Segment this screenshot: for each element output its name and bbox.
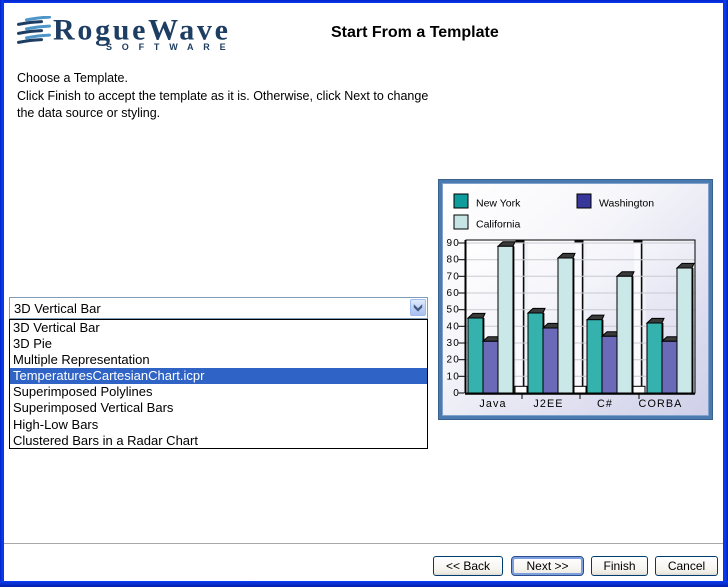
svg-text:30: 30 <box>446 338 460 349</box>
svg-text:0: 0 <box>453 388 460 399</box>
svg-text:Java: Java <box>479 398 506 410</box>
svg-text:70: 70 <box>446 271 460 282</box>
svg-text:50: 50 <box>446 305 460 316</box>
svg-text:80: 80 <box>446 255 460 266</box>
svg-text:Washington: Washington <box>599 198 654 210</box>
svg-text:RogueWave: RogueWave <box>53 16 231 47</box>
svg-text:90: 90 <box>446 238 460 249</box>
svg-text:60: 60 <box>446 288 460 299</box>
svg-text:California: California <box>476 219 521 231</box>
svg-text:10: 10 <box>446 371 460 382</box>
svg-text:J2EE: J2EE <box>533 398 563 410</box>
svg-text:New York: New York <box>476 198 521 210</box>
svg-text:CORBA: CORBA <box>639 398 683 410</box>
svg-text:20: 20 <box>446 355 460 366</box>
svg-text:SOFTWARE: SOFTWARE <box>106 42 235 52</box>
svg-text:C#: C# <box>597 398 613 410</box>
svg-text:40: 40 <box>446 321 460 332</box>
